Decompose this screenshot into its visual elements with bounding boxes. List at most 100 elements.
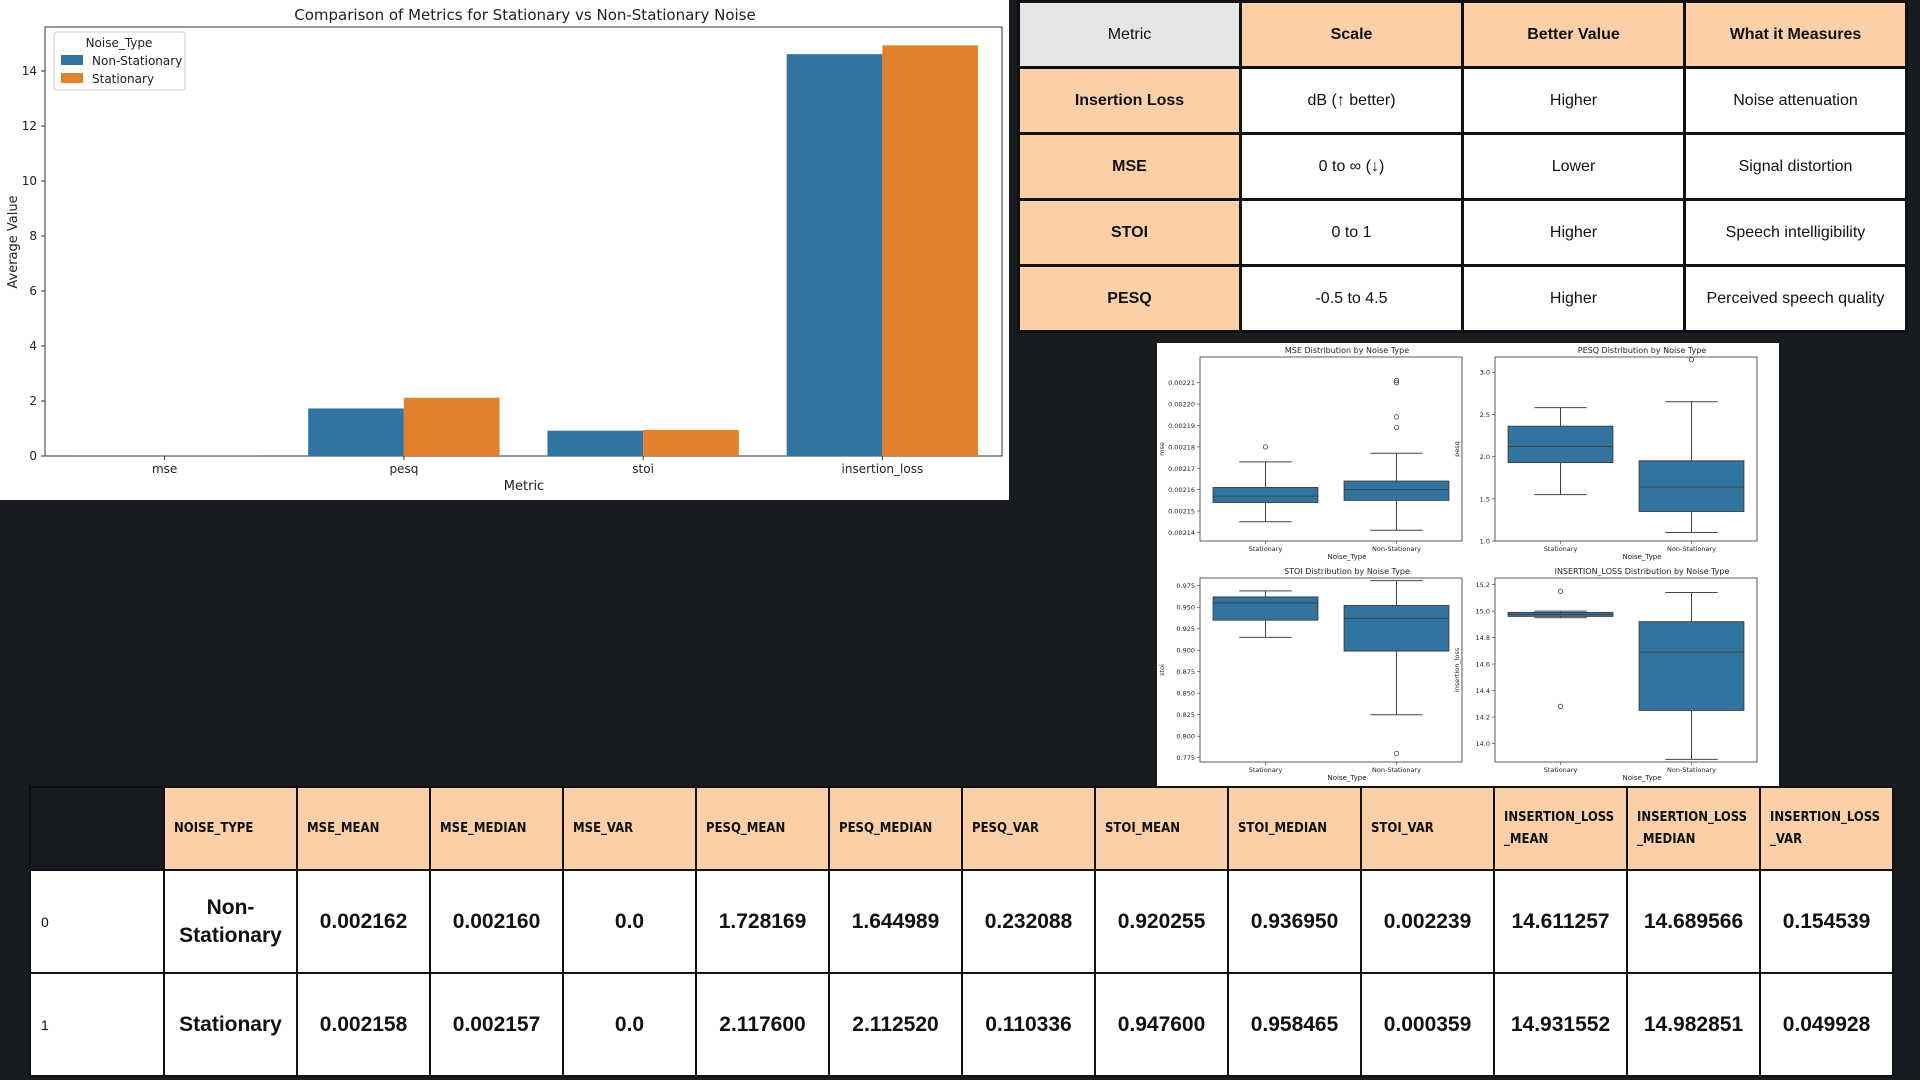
metric-table-cell: MSE — [1017, 132, 1242, 201]
stats-cell: 0.049928 — [1759, 972, 1894, 1077]
stats-cell: 0.947600 — [1094, 972, 1229, 1077]
stats-cell: 2.112520 — [828, 972, 963, 1077]
stats-header: STOI_MEDIAN — [1227, 786, 1362, 871]
stats-cell: 0.0 — [562, 972, 697, 1077]
boxplot-x-tick-label: Stationary — [1544, 545, 1578, 553]
box-stationary — [1212, 596, 1319, 621]
boxplot-y-tick-label: 15.0 — [1476, 608, 1490, 616]
metric-table-row: MSE 0 to ∞ (↓) Lower Signal distortion — [1017, 132, 1908, 201]
stats-cell: 1.728169 — [695, 869, 830, 974]
boxplot-y-tick-label: 0.900 — [1176, 647, 1195, 655]
metric-table-cell: Lower — [1461, 132, 1686, 201]
stats-header: NOISE_TYPE — [163, 786, 298, 871]
boxplot-y-tick-label: 0.00220 — [1168, 401, 1195, 409]
y-tick-label: 6 — [29, 284, 37, 298]
stats-header: INSERTION_LOSS _MEAN — [1493, 786, 1628, 871]
stats-row: 0 Non-Stationary 0.002162 0.002160 0.0 1… — [29, 869, 1894, 974]
stats-cell: 0.000359 — [1360, 972, 1495, 1077]
boxplot-y-tick-label: 14.8 — [1476, 634, 1490, 642]
stats-row-index: 0 — [29, 869, 165, 974]
boxplot-y-tick-label: 1.5 — [1480, 495, 1490, 503]
metric-table-row: STOI 0 to 1 Higher Speech intelligibilit… — [1017, 198, 1908, 267]
boxplot-frame — [1199, 577, 1463, 763]
boxplot-y-tick-label: 14.0 — [1476, 740, 1490, 748]
bar-chart-legend: Noise_Type Non-Stationary Stationary — [53, 31, 186, 91]
legend-label-nonstationary: Non-Stationary — [92, 54, 182, 68]
y-tick-label: 12 — [22, 119, 37, 133]
stats-cell: 14.931552 — [1493, 972, 1628, 1077]
stats-cell: 0.958465 — [1227, 972, 1362, 1077]
box-non-stationary — [1343, 605, 1450, 652]
box-non-stationary — [1638, 621, 1745, 711]
stats-cell: 0.232088 — [961, 869, 1096, 974]
box-stationary — [1212, 487, 1319, 503]
stats-table: NOISE_TYPE MSE_MEAN MSE_MEDIAN MSE_VAR P… — [29, 786, 1894, 1077]
box-flier — [1393, 377, 1400, 384]
bar-chart-title: Comparison of Metrics for Stationary vs … — [294, 6, 755, 24]
boxplot-insertion_loss: 14.0 14.2 14.4 14.6 14.8 15.0 15.2 insertion_lo… — [1453, 577, 1758, 774]
metric-table-cell: PESQ — [1017, 264, 1242, 333]
metric-table-cell: Noise attenuation — [1683, 66, 1908, 135]
boxplot-x-tick-label: Stationary — [1249, 545, 1283, 553]
stats-header: PESQ_MEDIAN — [828, 786, 963, 871]
metric-table-cell: Higher — [1461, 264, 1686, 333]
box-non-stationary — [1638, 460, 1745, 512]
boxplot-y-tick-label: 0.775 — [1176, 754, 1195, 762]
x-tick-label: stoi — [632, 462, 654, 476]
metric-table-header: Metric — [1017, 0, 1242, 69]
boxplot-x-tick-label: Non-Stationary — [1667, 545, 1716, 553]
box-flier — [1393, 425, 1400, 431]
metric-table-cell: 0 to 1 — [1239, 198, 1464, 267]
stats-header-corner — [29, 786, 165, 871]
metric-table-cell: STOI — [1017, 198, 1242, 267]
boxplot-x-tick-label: Stationary — [1249, 766, 1283, 774]
metric-table-cell: dB (↑ better) — [1239, 66, 1464, 135]
y-tick-label: 10 — [22, 174, 37, 188]
y-tick-label: 2 — [29, 394, 37, 408]
boxplot-xlabel: Noise_Type — [1328, 553, 1367, 561]
stats-cell: 14.689566 — [1626, 869, 1761, 974]
stats-row: 1 Stationary 0.002158 0.002157 0.0 2.117… — [29, 972, 1894, 1077]
box-flier — [1393, 414, 1400, 420]
boxplot-title-stoi: STOI Distribution by Noise Type — [1284, 567, 1410, 576]
boxplot-y-tick-label: 0.00216 — [1168, 486, 1195, 494]
boxplot-xlabel: Noise_Type — [1623, 774, 1662, 782]
boxplot-y-tick-label: 0.950 — [1176, 604, 1195, 612]
stats-cell: 0.936950 — [1227, 869, 1362, 974]
y-tick-label: 0 — [29, 449, 37, 463]
boxplot-panel: MSE Distribution by Noise Type PESQ Dist… — [1157, 343, 1779, 786]
boxplot-y-tick-label: 1.0 — [1480, 538, 1490, 546]
legend-label-stationary: Stationary — [92, 72, 154, 86]
metric-table-cell: Insertion Loss — [1017, 66, 1242, 135]
stats-header: STOI_MEAN — [1094, 786, 1229, 871]
stats-cell: 0.920255 — [1094, 869, 1229, 974]
bar-chart: Comparison of Metrics for Stationary vs … — [6, 6, 1003, 494]
stats-cell: 0.002162 — [296, 869, 431, 974]
boxplot-grid: MSE Distribution by Noise Type PESQ Dist… — [1158, 346, 1758, 782]
metric-reference-table: Metric Scale Better Value What it Measur… — [1017, 0, 1908, 333]
stats-cell: 0.002157 — [429, 972, 564, 1077]
stats-header: PESQ_VAR — [961, 786, 1096, 871]
boxplot-y-tick-label: 15.2 — [1476, 581, 1490, 589]
stats-header: STOI_VAR — [1360, 786, 1495, 871]
metric-table-row: Insertion Loss dB (↑ better) Higher Nois… — [1017, 66, 1908, 135]
boxplot-frame — [1494, 356, 1758, 542]
boxplot-ylabel: pesq — [1453, 441, 1461, 457]
bar-pesq-stationary — [403, 397, 500, 456]
bar-chart-ylabel: Average Value — [6, 195, 21, 288]
bar-plot-frame — [44, 26, 1003, 457]
metric-table-header: What it Measures — [1683, 0, 1908, 69]
boxplot-y-tick-label: 0.850 — [1176, 690, 1195, 698]
boxplot-y-tick-label: 14.2 — [1476, 713, 1490, 721]
stats-cell: 0.110336 — [961, 972, 1096, 1077]
metric-table-row: PESQ -0.5 to 4.5 Higher Perceived speech… — [1017, 264, 1908, 333]
stats-row-index: 1 — [29, 972, 165, 1077]
stats-cell: 0.154539 — [1759, 869, 1894, 974]
metric-table-cell: -0.5 to 4.5 — [1239, 264, 1464, 333]
stats-cell: 0.0 — [562, 869, 697, 974]
bar-chart-panel: Comparison of Metrics for Stationary vs … — [0, 0, 1009, 500]
y-tick-label: 8 — [29, 229, 37, 243]
metric-table-cell: 0 to ∞ (↓) — [1239, 132, 1464, 201]
boxplot-x-tick-label: Non-Stationary — [1372, 545, 1421, 553]
bar-insertion_loss-stationary — [882, 45, 979, 456]
